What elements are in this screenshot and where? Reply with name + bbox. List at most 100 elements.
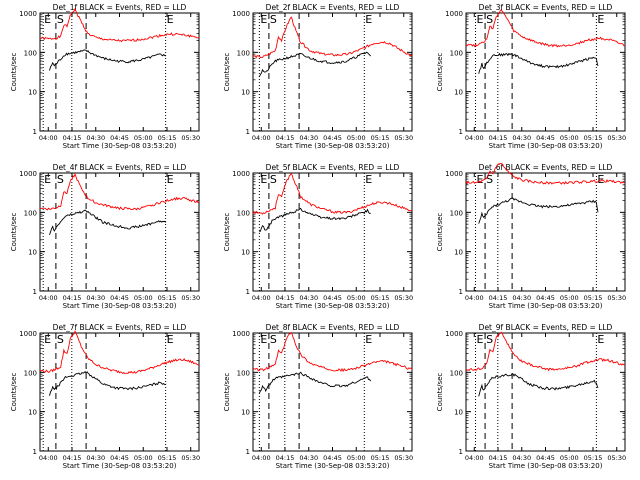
event-marker-label: S bbox=[270, 13, 277, 26]
y-tick-label: 100 bbox=[24, 209, 37, 217]
x-tick-label: 04:00 bbox=[252, 454, 271, 462]
event-marker-label: E bbox=[477, 333, 484, 346]
x-tick-label: 04:30 bbox=[86, 134, 105, 142]
x-axis-label: Start Time (30-Sep-08 03:53:20) bbox=[63, 302, 177, 310]
x-tick-label: 04:30 bbox=[512, 134, 531, 142]
y-tick-label: 1000 bbox=[445, 170, 463, 178]
y-tick-label: 10 bbox=[28, 249, 37, 257]
x-tick-label: 05:00 bbox=[560, 134, 579, 142]
x-tick-label: 05:00 bbox=[560, 294, 579, 302]
x-tick-label: 04:15 bbox=[489, 134, 508, 142]
events-series-line bbox=[259, 371, 372, 394]
x-tick-label: 04:30 bbox=[512, 294, 531, 302]
panel-title: Det_4f BLACK = Events, RED = LLD bbox=[53, 163, 187, 172]
detector-panel: Det_7f BLACK = Events, RED = LLD 1 10 100 10… bbox=[10, 323, 200, 470]
x-tick-label: 05:15 bbox=[584, 294, 603, 302]
events-series-line bbox=[259, 51, 372, 77]
event-marker-label: E bbox=[597, 13, 604, 26]
x-tick-label: 05:30 bbox=[394, 294, 413, 302]
event-marker-label: E bbox=[44, 333, 51, 346]
y-tick-label: 1 bbox=[459, 128, 463, 136]
y-tick-label: 1 bbox=[246, 128, 250, 136]
event-marker-label: S bbox=[57, 13, 64, 26]
x-tick-label: 05:00 bbox=[347, 134, 366, 142]
x-tick-label: 04:45 bbox=[323, 454, 342, 462]
plot-frame bbox=[39, 172, 200, 292]
detector-panel: Det_4f BLACK = Events, RED = LLD 1 10 100 10… bbox=[10, 163, 200, 310]
y-tick-label: 1000 bbox=[445, 10, 463, 18]
panel-title: Det_6f BLACK = Events, RED = LLD bbox=[479, 163, 613, 172]
x-tick-label: 05:30 bbox=[181, 454, 200, 462]
events-series-line bbox=[478, 52, 599, 74]
x-tick-label: 05:00 bbox=[134, 134, 153, 142]
y-tick-label: 1000 bbox=[445, 330, 463, 338]
x-tick-label: 05:00 bbox=[560, 454, 579, 462]
x-tick-label: 04:00 bbox=[465, 294, 484, 302]
x-tick-label: 04:15 bbox=[63, 294, 82, 302]
x-tick-label: 04:45 bbox=[323, 134, 342, 142]
y-axis-label: Counts/sec bbox=[436, 373, 444, 412]
y-tick-label: 100 bbox=[237, 369, 250, 377]
y-axis-label: Counts/sec bbox=[10, 213, 18, 252]
x-tick-label: 05:15 bbox=[158, 454, 177, 462]
x-axis-label: Start Time (30-Sep-08 03:53:20) bbox=[63, 462, 177, 470]
y-tick-label: 1 bbox=[459, 288, 463, 296]
event-marker-label: E bbox=[477, 13, 484, 26]
x-axis-label: Start Time (30-Sep-08 03:53:20) bbox=[489, 462, 603, 470]
plot-frame bbox=[252, 12, 413, 132]
y-tick-label: 1000 bbox=[232, 170, 250, 178]
y-tick-label: 1 bbox=[246, 448, 250, 456]
y-tick-label: 1 bbox=[33, 448, 37, 456]
y-axis-label: Counts/sec bbox=[436, 53, 444, 92]
events-series-line bbox=[49, 209, 166, 236]
event-marker-label: E bbox=[365, 333, 372, 346]
event-marker-label: E bbox=[365, 173, 372, 186]
event-marker-label: S bbox=[270, 333, 277, 346]
y-tick-label: 100 bbox=[237, 49, 250, 57]
x-tick-label: 05:00 bbox=[134, 454, 153, 462]
lld-series-line bbox=[39, 173, 200, 211]
x-tick-label: 05:15 bbox=[158, 134, 177, 142]
lld-series-line bbox=[39, 7, 200, 43]
detector-panel: Det_8f BLACK = Events, RED = LLD 1 10 100 10… bbox=[223, 323, 413, 470]
event-marker-label: S bbox=[486, 173, 493, 186]
x-tick-label: 04:30 bbox=[299, 134, 318, 142]
detector-panel: Det_5f BLACK = Events, RED = LLD 1 10 100 10… bbox=[223, 163, 413, 310]
x-tick-label: 05:15 bbox=[371, 294, 390, 302]
x-tick-label: 05:00 bbox=[347, 294, 366, 302]
lld-series-line bbox=[252, 16, 413, 59]
y-tick-label: 100 bbox=[24, 369, 37, 377]
x-tick-label: 04:30 bbox=[86, 294, 105, 302]
x-tick-label: 05:30 bbox=[394, 454, 413, 462]
y-axis-label: Counts/sec bbox=[223, 373, 231, 412]
x-tick-label: 04:30 bbox=[86, 454, 105, 462]
y-axis-label: Counts/sec bbox=[223, 53, 231, 92]
y-tick-label: 1 bbox=[246, 288, 250, 296]
event-marker-label: E bbox=[477, 173, 484, 186]
x-tick-label: 04:00 bbox=[39, 134, 58, 142]
x-tick-label: 04:00 bbox=[252, 294, 271, 302]
lld-series-line bbox=[252, 172, 413, 215]
events-series-line bbox=[259, 207, 371, 233]
y-axis-label: Counts/sec bbox=[10, 373, 18, 412]
event-marker-label: E bbox=[260, 13, 267, 26]
panel-title: Det_2f BLACK = Events, RED = LLD bbox=[266, 3, 400, 12]
x-tick-label: 04:00 bbox=[465, 134, 484, 142]
x-tick-label: 05:15 bbox=[371, 134, 390, 142]
y-tick-label: 10 bbox=[454, 89, 463, 97]
x-tick-label: 04:15 bbox=[489, 454, 508, 462]
x-tick-label: 05:30 bbox=[181, 134, 200, 142]
y-tick-label: 10 bbox=[28, 409, 37, 417]
x-tick-label: 04:45 bbox=[110, 454, 129, 462]
event-marker-label: E bbox=[167, 333, 174, 346]
x-tick-label: 04:45 bbox=[536, 134, 555, 142]
x-tick-label: 05:30 bbox=[607, 454, 626, 462]
detector-panel: Det_3f BLACK = Events, RED = LLD 1 10 100 10… bbox=[436, 3, 626, 150]
y-tick-label: 10 bbox=[454, 249, 463, 257]
lld-series-line bbox=[252, 331, 413, 373]
y-tick-label: 1000 bbox=[19, 170, 37, 178]
panel-title: Det_5f BLACK = Events, RED = LLD bbox=[266, 163, 400, 172]
y-tick-label: 1000 bbox=[19, 330, 37, 338]
lld-series-line bbox=[465, 163, 626, 185]
x-axis-label: Start Time (30-Sep-08 03:53:20) bbox=[276, 302, 390, 310]
